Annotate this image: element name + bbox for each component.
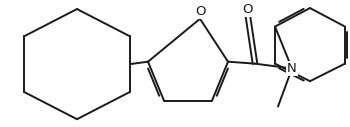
Text: N: N [287,62,297,75]
Text: O: O [243,3,253,16]
Text: O: O [195,5,205,18]
